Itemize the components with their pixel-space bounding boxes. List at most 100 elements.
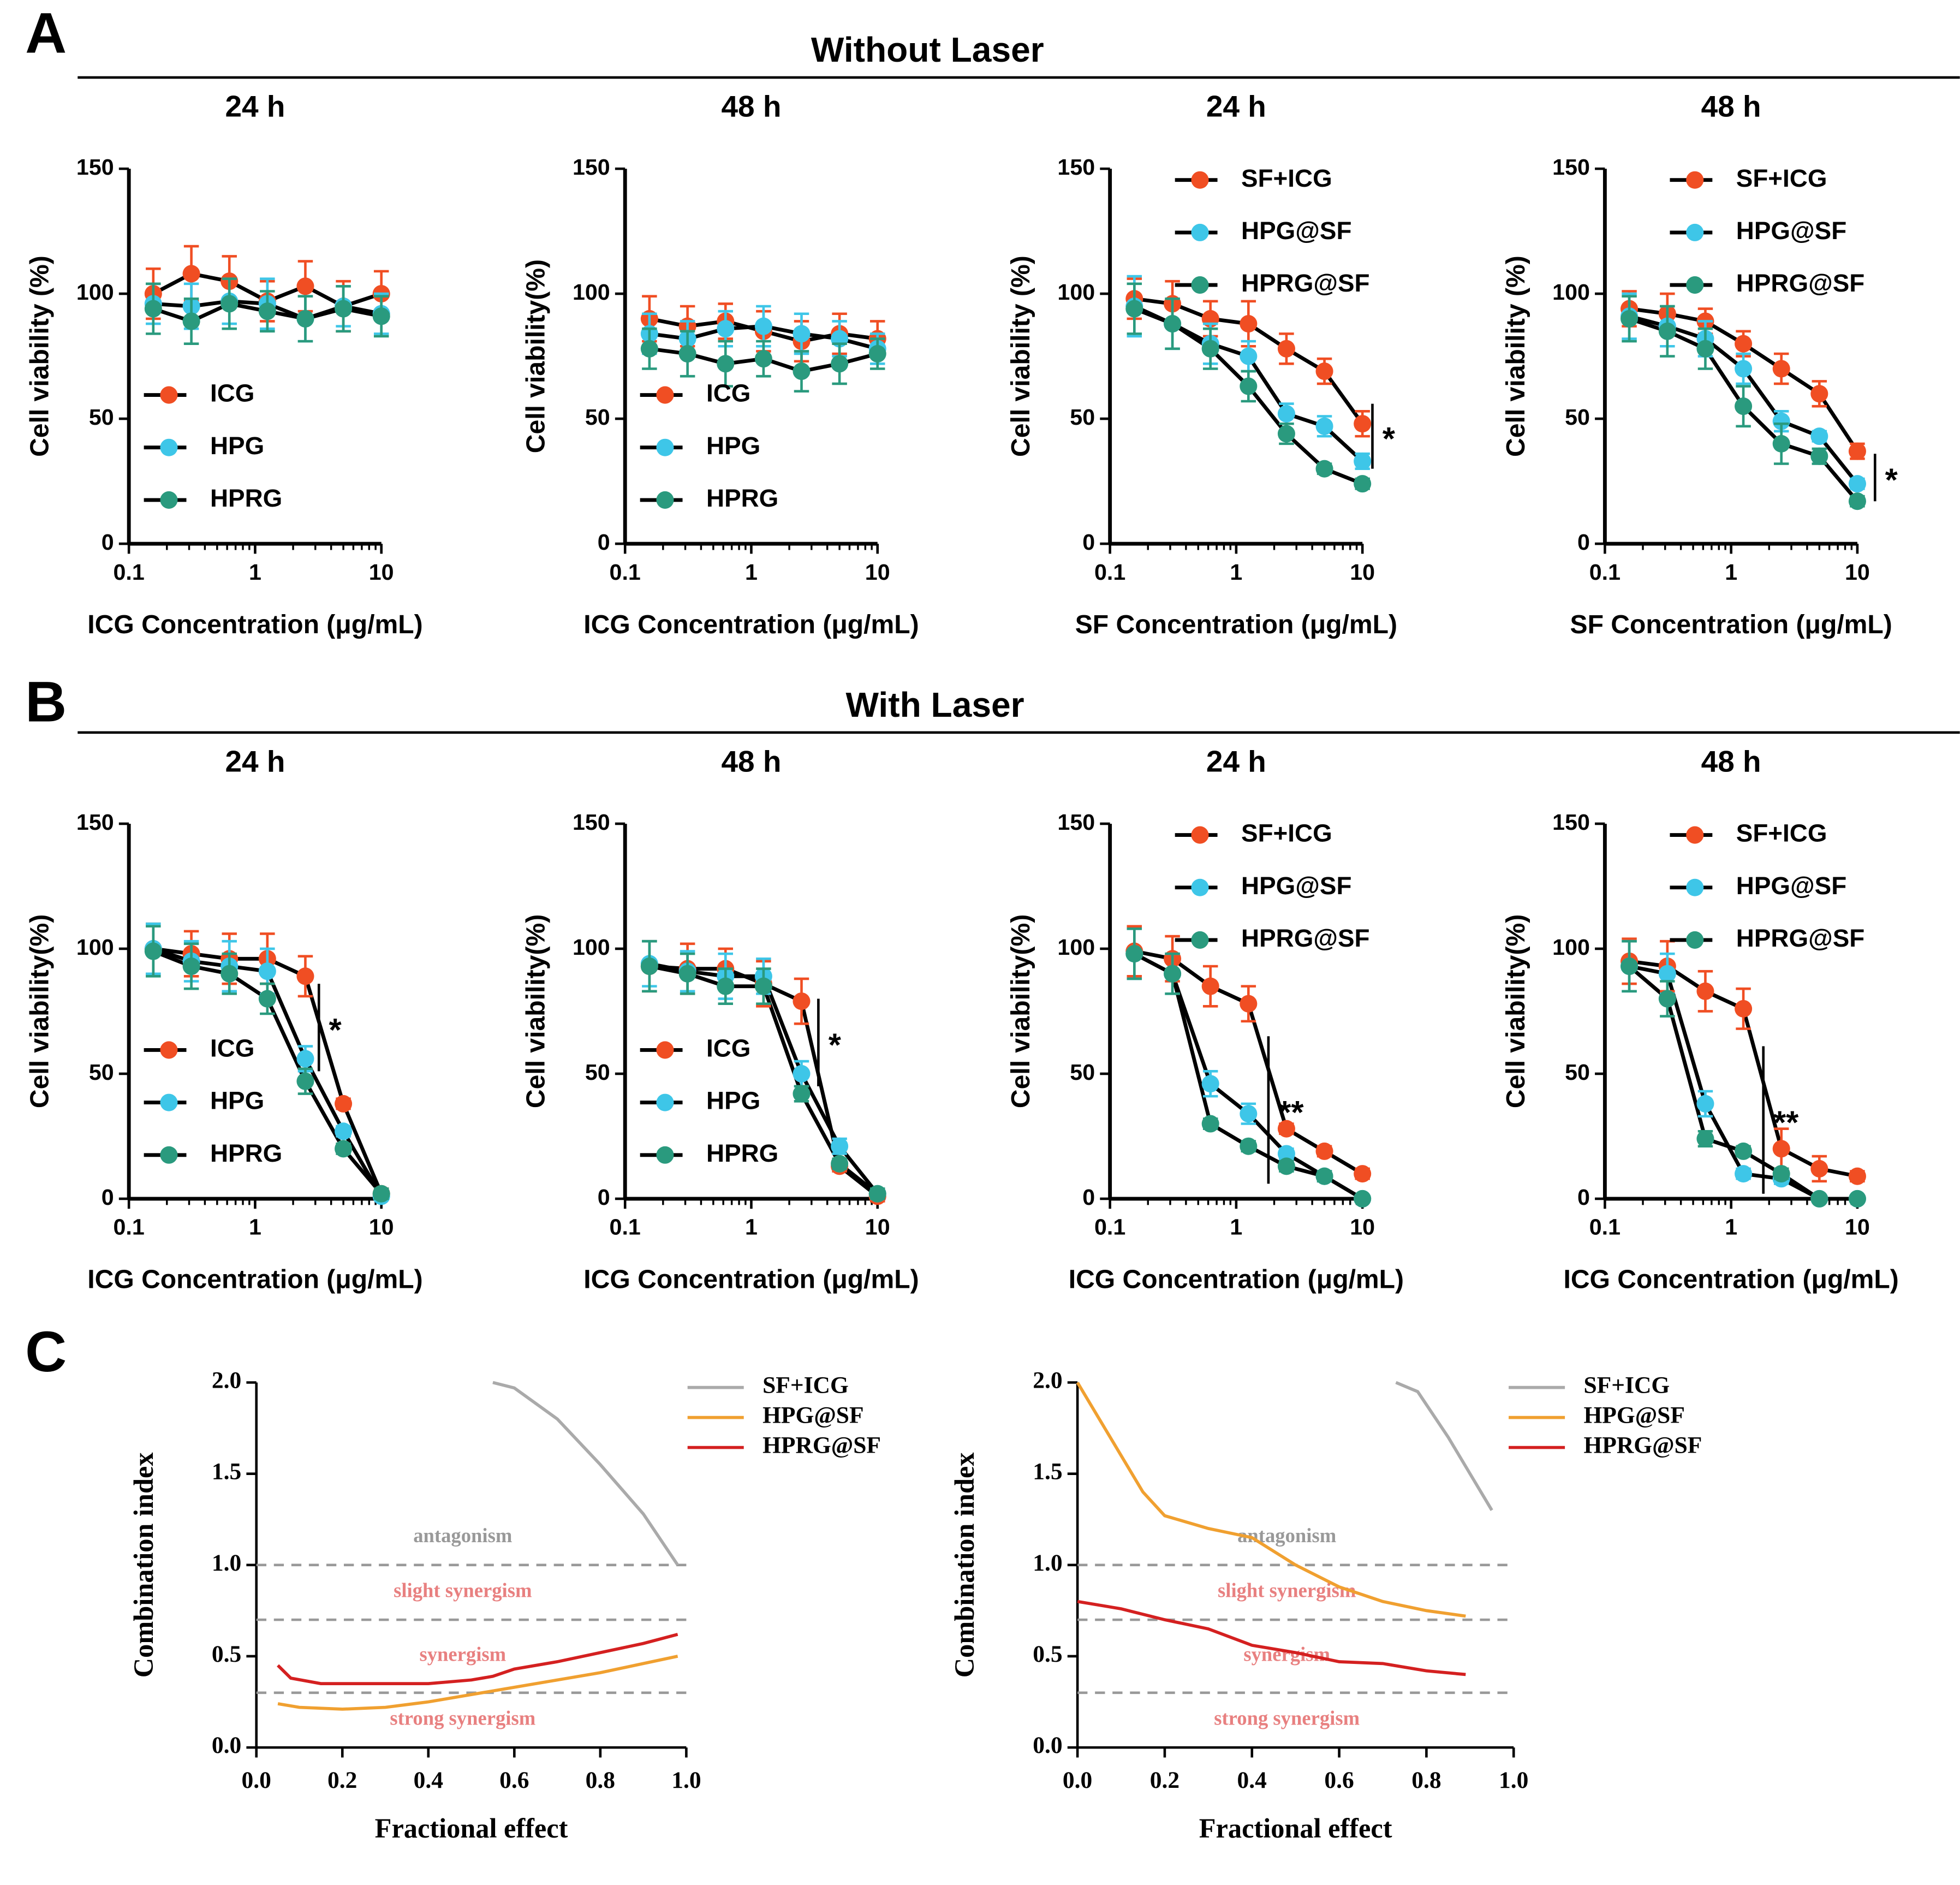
data-point [1315,1167,1333,1185]
data-point [1315,362,1333,380]
data-point [1735,335,1753,353]
data-point [1277,1120,1295,1138]
y-tick-label: 100 [573,935,610,960]
chart: 24 h ICG Concentration (μg/mL) Cell viabil… [25,90,423,639]
legend-marker [1191,826,1209,844]
region-label: antagonism [413,1524,512,1547]
data-point [678,344,696,363]
region-label: synergism [419,1643,506,1665]
legend-marker [1191,878,1209,896]
legend-marker [1191,171,1209,189]
data-point [258,302,276,320]
data-point [1772,1140,1790,1158]
y-tick-label: 50 [585,1060,610,1085]
data-point [1277,425,1295,443]
y-tick-label: 50 [1565,405,1590,430]
legend-marker [656,1041,674,1059]
y-axis-label: Cell viability(%) [1006,914,1035,1108]
data-point [258,962,276,980]
x-axis-label: ICG Concentration (μg/mL) [583,1265,919,1294]
data-point [296,310,314,328]
data-point [1848,1190,1866,1208]
legend-marker [160,438,178,456]
y-tick-label: 2.0 [212,1367,241,1393]
x-tick-label: 0.6 [499,1767,529,1793]
x-tick-label: 0.0 [1063,1767,1092,1793]
data-point [335,1122,353,1140]
significance-label: * [329,1012,342,1048]
legend-label: ICG [210,1034,254,1062]
x-tick-label: 1 [745,560,758,585]
region-label: strong synergism [1214,1706,1360,1729]
data-point [831,355,849,373]
y-tick-label: 1.5 [1033,1459,1062,1485]
data-point [1621,957,1639,976]
legend-marker [160,386,178,404]
x-tick-label: 0.4 [414,1767,443,1793]
x-axis-label: ICG Concentration (μg/mL) [87,610,422,639]
x-tick-label: 0.1 [1589,1215,1621,1240]
data-point [296,277,314,295]
y-tick-label: 100 [76,280,114,305]
chart: 24 h ICG Concentration (μg/mL) Cell viabil… [25,745,423,1294]
data-point [182,957,200,976]
chart-title: 48 h [722,745,782,778]
legend-label: SF+ICG [1736,819,1827,847]
y-tick-label: 100 [1552,935,1590,960]
data-point [640,957,658,976]
y-tick-label: 50 [89,1060,114,1085]
legend-marker [160,1146,178,1164]
legend-label: HPRG [210,1139,282,1167]
region-label: antagonism [1237,1524,1336,1547]
region-label: slight synergism [1218,1579,1356,1601]
chart-title: 48 h [1701,745,1761,778]
legend-label: HPG [706,432,760,460]
data-point [221,965,239,983]
y-tick-label: 0 [1082,530,1095,555]
data-point [717,977,735,995]
legend-marker [656,1093,674,1111]
y-tick-label: 100 [573,280,610,305]
data-point [1810,385,1828,403]
y-tick-label: 0.5 [1033,1641,1062,1667]
x-tick-label: 0.1 [114,560,145,585]
x-tick-label: 10 [369,1215,394,1240]
x-axis-label: ICG Concentration (μg/mL) [87,1265,422,1294]
y-tick-label: 0 [102,1185,114,1210]
x-axis-label: Fractional effect [375,1813,568,1844]
y-tick-label: 1.5 [212,1459,241,1485]
legend-marker [1191,223,1209,241]
series-line [277,1655,678,1711]
legend-label: ICG [210,379,254,407]
y-tick-label: 0 [598,530,610,555]
x-tick-label: 0.8 [586,1767,615,1793]
data-point [678,965,696,983]
y-tick-label: 0 [1082,1185,1095,1210]
legend-label: HPG@SF [762,1402,863,1429]
data-point [1277,1145,1295,1163]
x-tick-label: 1 [249,1215,261,1240]
data-point [1277,405,1295,423]
data-point [1240,995,1258,1013]
y-tick-label: 0.0 [212,1732,241,1758]
data-point [1315,1142,1333,1160]
significance-label: * [1885,462,1898,498]
chart: Fractional effect Combination index 0.0 0.5… [128,1367,881,1844]
data-point [831,1137,849,1155]
data-point [1735,1000,1753,1018]
data-point [1658,990,1676,1008]
section-title: With Laser [845,685,1024,724]
data-point [1354,475,1372,493]
legend-label: HPRG@SF [762,1432,881,1459]
legend-label: ICG [706,379,750,407]
data-point [1354,415,1372,433]
data-point [1810,1159,1828,1178]
series-line [1395,1381,1493,1511]
chart: 24 h ICG Concentration (μg/mL) Cell viabil… [1006,745,1404,1294]
data-point [793,1085,811,1103]
legend-marker [1686,171,1704,189]
y-axis-label: Cell viability(%) [521,259,551,453]
legend-label: HPRG [210,484,282,512]
data-point [754,317,772,335]
